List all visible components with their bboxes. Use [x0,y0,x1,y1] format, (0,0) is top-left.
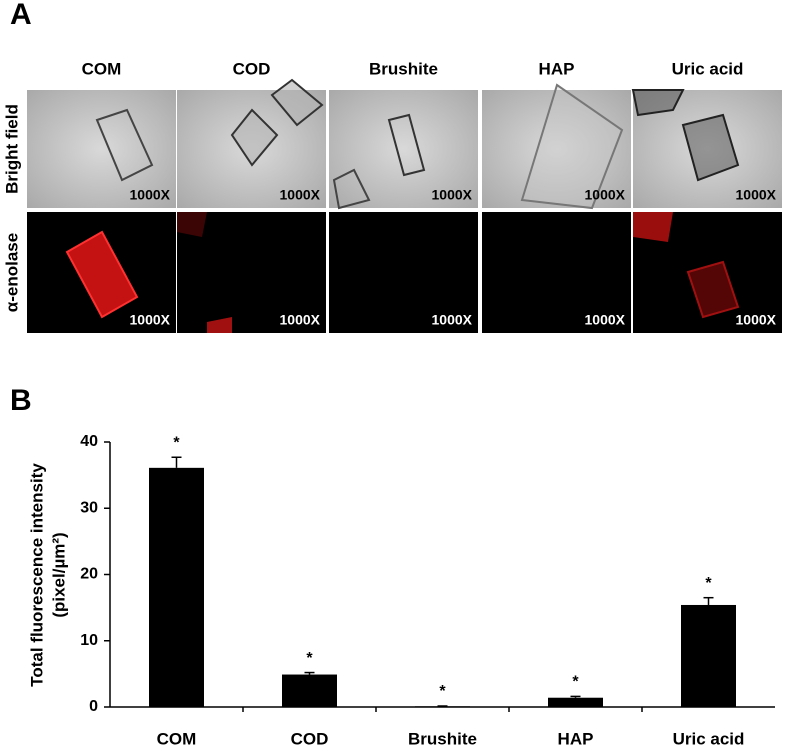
significance-marker: * [173,434,180,451]
bar [282,674,337,707]
significance-marker: * [705,575,712,592]
bar [681,604,736,707]
micrograph: 1000X [27,90,176,208]
crystal [207,317,232,333]
micrograph: 1000X [27,212,176,333]
crystal [520,83,624,210]
column-header: Uric acid [672,59,744,78]
magnification: 1000X [280,312,321,328]
crystal [177,212,207,237]
magnification: 1000X [585,312,626,328]
magnification: 1000X [432,187,473,203]
micrograph-background [482,90,631,208]
micrograph: 1000X [633,212,782,333]
y-tick-label: 0 [89,698,98,715]
micrograph: 1000X [329,90,478,210]
magnification: 1000X [130,312,171,328]
y-axis-label: Total fluorescence intensity (pixel/µm²) [27,463,68,687]
significance-marker: * [439,683,446,700]
row-label: Bright field [2,104,21,194]
panel-label: A [10,0,32,31]
micrograph: 1000X [631,89,782,208]
x-tick-label: COM [157,729,197,748]
micrograph: 1000X [329,212,478,333]
crystal [95,108,154,182]
y-axis-label-line: Total fluorescence intensity [27,463,46,687]
x-tick-label: HAP [558,729,594,748]
significance-marker: * [572,674,579,691]
crystal [270,78,324,127]
magnification: 1000X [280,187,321,203]
column-header: Brushite [369,59,438,78]
y-axis-label-line: (pixel/µm²) [49,532,68,617]
x-tick-label: Brushite [408,729,477,748]
crystal [230,108,279,167]
row-label: α-enolase [2,233,21,312]
crystal [332,168,371,210]
micrograph-background [329,212,478,333]
magnification: 1000X [736,187,777,203]
column-header: COM [82,59,122,78]
magnification: 1000X [130,187,171,203]
micrograph-background [329,90,478,208]
magnification: 1000X [585,187,626,203]
column-header: HAP [539,59,575,78]
y-tick-label: 10 [80,632,98,649]
x-tick-label: Uric acid [673,729,745,748]
bar [548,697,603,707]
panel-label: B [10,384,32,417]
crystal [681,113,740,182]
crystal [387,113,426,177]
crystal [686,260,740,319]
x-tick-label: COD [291,729,329,748]
y-tick-label: 40 [80,433,98,450]
bar [149,467,204,707]
column-header: COD [233,59,271,78]
micrograph: 1000X [177,78,326,208]
micrograph: 1000X [482,83,631,210]
crystal [633,212,673,242]
micrograph-background [27,90,176,208]
magnification: 1000X [736,312,777,328]
micrograph: 1000X [482,212,631,333]
y-tick-label: 20 [80,566,98,583]
crystal [65,230,139,319]
crystal [631,89,685,117]
magnification: 1000X [432,312,473,328]
y-tick-label: 30 [80,499,98,516]
micrograph: 1000X [177,212,326,333]
micrograph-background [482,212,631,333]
significance-marker: * [306,650,313,667]
